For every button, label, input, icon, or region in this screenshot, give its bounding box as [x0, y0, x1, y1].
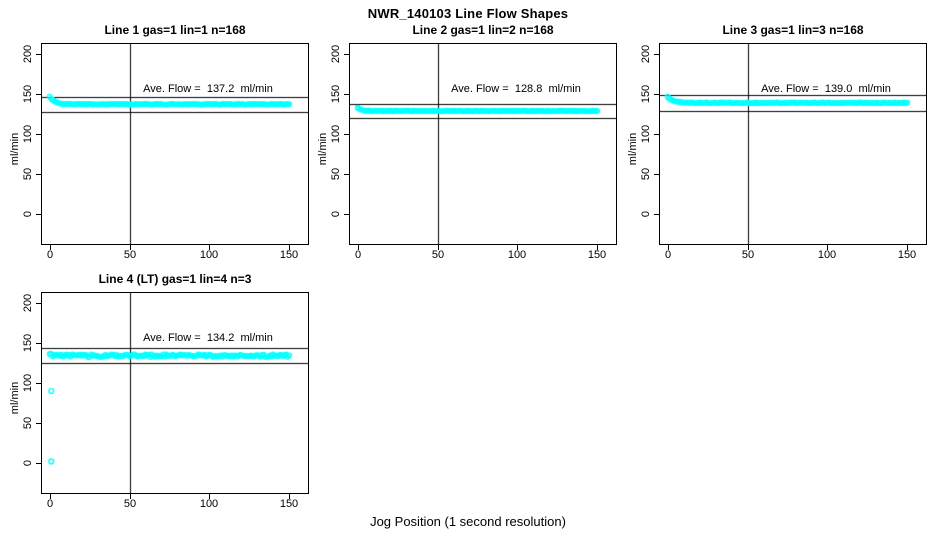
y-tick-mark [36, 214, 41, 215]
subplot-title: Line 3 gas=1 lin=3 n=168 [722, 23, 864, 37]
subplot-title: Line 4 (LT) gas=1 lin=4 n=3 [98, 272, 252, 286]
y-tick-mark [654, 134, 659, 135]
x-tick-label: 0 [354, 249, 362, 261]
plot-area [42, 44, 308, 244]
subplot-panel: Line 2 gas=1 lin=2 n=168 Ave. Flow = 128.… [317, 23, 617, 261]
y-tick-label: 100 [640, 124, 652, 144]
x-tick-mark [748, 245, 749, 250]
y-tick-label: 150 [22, 333, 34, 353]
x-tick-mark [130, 494, 131, 499]
y-tick-mark [344, 54, 349, 55]
y-tick-label: 0 [22, 459, 34, 467]
x-tick-mark [668, 245, 669, 250]
ave-flow-annotation: Ave. Flow = 134.2 ml/min [143, 332, 273, 344]
x-tick-label: 100 [199, 249, 219, 261]
y-tick-label: 100 [330, 124, 342, 144]
x-tick-label: 0 [46, 498, 54, 510]
y-tick-label: 0 [640, 210, 652, 218]
x-tick-mark [50, 494, 51, 499]
x-tick-mark [907, 245, 908, 250]
y-tick-mark [344, 174, 349, 175]
y-tick-mark [344, 134, 349, 135]
y-tick-mark [344, 214, 349, 215]
plot-area [660, 44, 926, 244]
y-tick-label: 200 [22, 293, 34, 313]
y-axis-label: ml/min [317, 132, 329, 166]
x-tick-label: 100 [507, 249, 527, 261]
y-tick-mark [36, 423, 41, 424]
x-tick-label: 50 [741, 249, 755, 261]
ave-flow-annotation: Ave. Flow = 139.0 ml/min [761, 83, 891, 95]
subplot-panel: Line 1 gas=1 lin=1 n=168 Ave. Flow = 137.… [9, 23, 309, 261]
y-tick-label: 100 [22, 124, 34, 144]
plot-area [350, 44, 616, 244]
y-tick-mark [654, 94, 659, 95]
y-tick-label: 200 [640, 44, 652, 64]
x-tick-mark [50, 245, 51, 250]
y-tick-mark [36, 463, 41, 464]
y-tick-label: 0 [330, 210, 342, 218]
x-tick-label: 50 [123, 249, 137, 261]
x-tick-mark [289, 245, 290, 250]
x-tick-label: 0 [46, 249, 54, 261]
x-tick-label: 150 [587, 249, 607, 261]
x-tick-label: 100 [199, 498, 219, 510]
y-tick-label: 150 [330, 84, 342, 104]
subplot-panel: Line 4 (LT) gas=1 lin=4 n=3 Ave. Flow = 1… [9, 272, 309, 510]
y-tick-mark [654, 174, 659, 175]
x-tick-mark [289, 494, 290, 499]
x-tick-label: 150 [279, 498, 299, 510]
y-tick-mark [654, 214, 659, 215]
y-tick-mark [36, 303, 41, 304]
y-tick-label: 50 [22, 416, 34, 430]
x-tick-mark [517, 245, 518, 250]
y-tick-label: 150 [22, 84, 34, 104]
y-tick-mark [344, 94, 349, 95]
y-tick-label: 150 [640, 84, 652, 104]
x-axis-title: Jog Position (1 second resolution) [370, 514, 566, 529]
x-tick-label: 150 [897, 249, 917, 261]
ave-flow-annotation: Ave. Flow = 128.8 ml/min [451, 83, 581, 95]
x-tick-mark [358, 245, 359, 250]
x-tick-mark [438, 245, 439, 250]
y-tick-label: 200 [22, 44, 34, 64]
y-tick-label: 50 [330, 167, 342, 181]
y-tick-mark [36, 94, 41, 95]
plot-area [42, 293, 308, 493]
y-tick-label: 200 [330, 44, 342, 64]
x-tick-mark [130, 245, 131, 250]
subplot-title: Line 1 gas=1 lin=1 n=168 [104, 23, 246, 37]
ave-flow-annotation: Ave. Flow = 137.2 ml/min [143, 83, 273, 95]
x-tick-label: 50 [123, 498, 137, 510]
x-tick-label: 100 [817, 249, 837, 261]
x-tick-mark [209, 494, 210, 499]
subplot-title: Line 2 gas=1 lin=2 n=168 [412, 23, 554, 37]
y-tick-mark [36, 383, 41, 384]
figure-title: NWR_140103 Line Flow Shapes [367, 6, 569, 21]
y-axis-label: ml/min [9, 132, 21, 166]
x-tick-label: 0 [664, 249, 672, 261]
x-tick-mark [827, 245, 828, 250]
subplot-panel: Line 3 gas=1 lin=3 n=168 Ave. Flow = 139.… [627, 23, 927, 261]
y-tick-mark [36, 174, 41, 175]
y-tick-label: 0 [22, 210, 34, 218]
x-tick-mark [209, 245, 210, 250]
y-tick-label: 100 [22, 373, 34, 393]
y-tick-label: 50 [22, 167, 34, 181]
x-tick-label: 50 [431, 249, 445, 261]
y-tick-mark [654, 54, 659, 55]
y-axis-label: ml/min [627, 132, 639, 166]
y-tick-mark [36, 134, 41, 135]
y-tick-mark [36, 54, 41, 55]
y-tick-label: 50 [640, 167, 652, 181]
x-tick-label: 150 [279, 249, 299, 261]
y-axis-label: ml/min [9, 381, 21, 415]
x-tick-mark [597, 245, 598, 250]
y-tick-mark [36, 343, 41, 344]
